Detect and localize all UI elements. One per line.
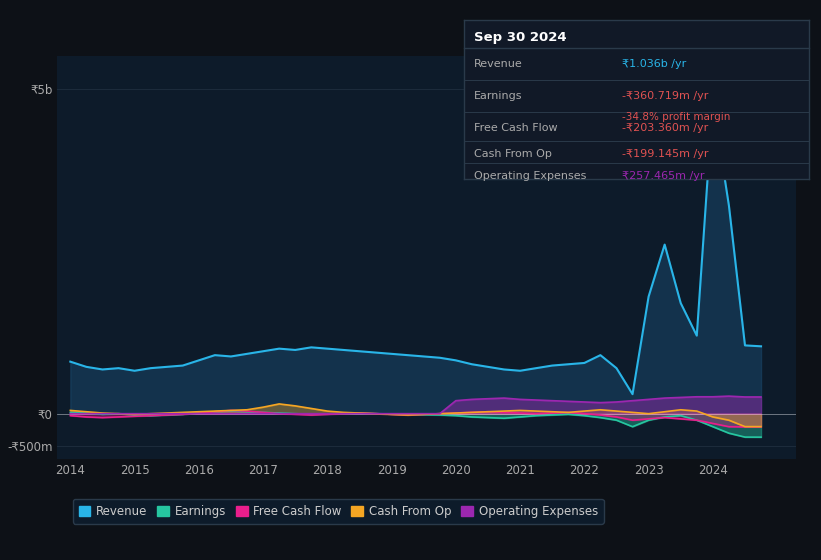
Text: Operating Expenses: Operating Expenses bbox=[475, 171, 586, 181]
Text: Free Cash Flow: Free Cash Flow bbox=[475, 123, 557, 133]
Text: -₹199.145m /yr: -₹199.145m /yr bbox=[622, 148, 709, 158]
Legend: Revenue, Earnings, Free Cash Flow, Cash From Op, Operating Expenses: Revenue, Earnings, Free Cash Flow, Cash … bbox=[73, 499, 603, 524]
Text: Sep 30 2024: Sep 30 2024 bbox=[475, 31, 566, 44]
Text: ₹257.465m /yr: ₹257.465m /yr bbox=[622, 171, 705, 181]
Text: ₹1.036b /yr: ₹1.036b /yr bbox=[622, 59, 686, 69]
Text: Earnings: Earnings bbox=[475, 91, 523, 101]
Text: -34.8% profit margin: -34.8% profit margin bbox=[622, 112, 731, 122]
Text: -₹360.719m /yr: -₹360.719m /yr bbox=[622, 91, 709, 101]
Text: Cash From Op: Cash From Op bbox=[475, 148, 552, 158]
Text: Revenue: Revenue bbox=[475, 59, 523, 69]
Text: -₹203.360m /yr: -₹203.360m /yr bbox=[622, 123, 709, 133]
